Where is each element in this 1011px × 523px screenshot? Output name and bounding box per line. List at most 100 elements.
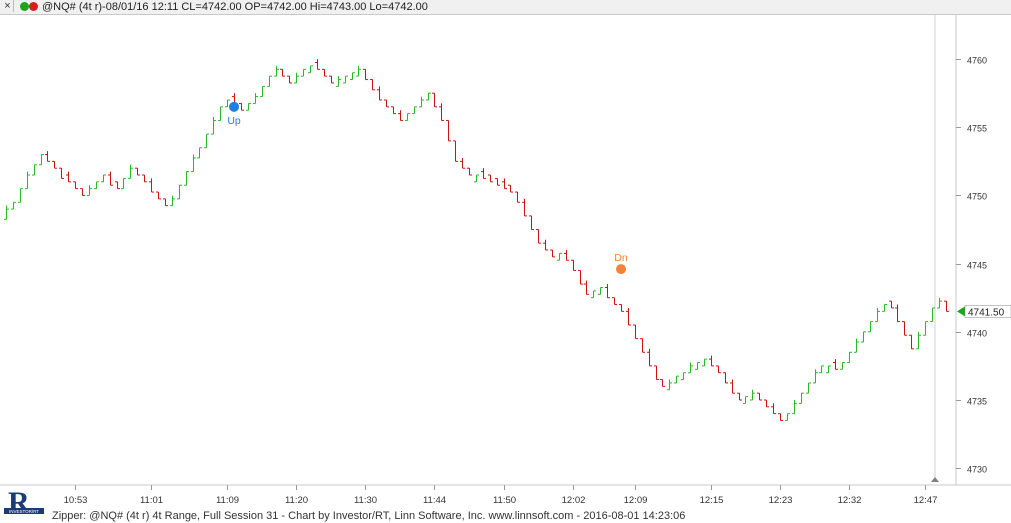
- chart-title-bar: × @NQ# (4t r)-08/01/16 12:11 CL=4742.00 …: [0, 0, 1011, 15]
- price-axis[interactable]: 4730 4735 4740 4745 4750 4755 4760: [956, 56, 987, 475]
- signal-marker-dn: Dn: [614, 252, 628, 275]
- price-bar: [52, 160, 57, 169]
- green-status-dot-icon[interactable]: [20, 2, 29, 11]
- price-bar: [377, 86, 382, 101]
- last-price-arrow-icon: [957, 306, 965, 317]
- price-bar: [426, 92, 431, 101]
- price-bar: [322, 68, 327, 77]
- price-bar: [329, 75, 334, 84]
- price-bar: [87, 185, 92, 196]
- price-bar: [923, 321, 928, 336]
- time-tick-label: 11:01: [140, 495, 163, 506]
- price-bar: [253, 93, 258, 104]
- price-bar: [184, 171, 189, 186]
- price-bar: [260, 85, 265, 98]
- price-bar: [826, 365, 831, 374]
- price-bar: [108, 171, 113, 186]
- close-icon[interactable]: ×: [2, 0, 14, 12]
- price-bar: [287, 75, 292, 84]
- price-bar: [197, 147, 202, 159]
- price-bar: [301, 68, 306, 77]
- price-bar: [605, 284, 610, 299]
- price-bar: [446, 119, 451, 142]
- price-bar: [847, 351, 852, 363]
- price-bar: [419, 96, 424, 108]
- price-bar: [384, 99, 389, 108]
- price-tick-label: 4760: [967, 56, 987, 66]
- price-bar: [660, 379, 665, 387]
- price-bar: [640, 338, 645, 353]
- time-tick-label: 11:44: [423, 495, 446, 506]
- price-bar: [39, 154, 44, 166]
- price-bar: [432, 92, 437, 108]
- price-bar: [343, 75, 348, 84]
- price-bar: [370, 79, 375, 91]
- price-bar: [681, 372, 686, 381]
- price-tick-label: 4750: [967, 192, 987, 202]
- price-bar: [218, 106, 223, 121]
- price-bar: [149, 178, 154, 193]
- price-bar: [778, 413, 783, 421]
- current-bar-marker-icon: [931, 477, 939, 482]
- price-bar: [467, 167, 472, 176]
- last-price-label: 4741.50: [968, 307, 1005, 318]
- time-tick-label: 12:47: [914, 495, 938, 506]
- price-bar: [481, 168, 486, 179]
- price-bar: [750, 389, 755, 401]
- price-bar: [4, 205, 9, 220]
- time-tick-label: 11:50: [493, 495, 516, 506]
- price-bar: [806, 382, 811, 394]
- price-bar: [771, 403, 776, 415]
- signal-label: Dn: [614, 252, 628, 264]
- last-price-marker: 4741.50: [957, 305, 1011, 318]
- price-bar: [557, 252, 562, 261]
- price-bar: [875, 307, 880, 323]
- price-bar: [398, 110, 403, 121]
- price-bar: [743, 396, 748, 404]
- price-bar: [101, 174, 106, 183]
- price-bar: [716, 365, 721, 374]
- price-bar: [412, 106, 417, 115]
- price-bar: [584, 280, 589, 295]
- price-bar: [308, 65, 313, 74]
- price-bar: [191, 154, 196, 173]
- price-bar: [163, 198, 168, 207]
- price-bar: [336, 76, 341, 87]
- price-bar: [667, 379, 672, 391]
- price-tick-label: 4735: [967, 397, 987, 407]
- price-bar: [460, 157, 465, 169]
- price-bar: [654, 365, 659, 381]
- price-bar: [391, 106, 396, 115]
- price-bar: [598, 287, 603, 295]
- price-bar: [799, 392, 804, 404]
- price-bar: [612, 297, 617, 306]
- price-bar: [882, 304, 887, 312]
- price-bar: [453, 140, 458, 162]
- bars-layer: [4, 59, 949, 421]
- logo-letter: R: [8, 486, 30, 519]
- price-bar: [11, 201, 16, 210]
- price-bar: [889, 300, 894, 309]
- red-status-dot-icon[interactable]: [29, 2, 38, 11]
- price-bar: [225, 99, 230, 108]
- price-bar: [267, 75, 272, 87]
- time-axis[interactable]: 10:53 11:01 11:09 11:20 11:30 11:44 11:50 12:02…: [64, 485, 938, 506]
- price-bar: [522, 198, 527, 217]
- price-bar: [94, 181, 99, 190]
- last-price-box: [964, 305, 1011, 318]
- signal-label: Up: [227, 115, 241, 127]
- price-bar: [488, 174, 493, 183]
- price-bar: [59, 167, 64, 179]
- price-bar: [142, 174, 147, 183]
- time-tick-label: 12:02: [562, 495, 586, 506]
- price-bar: [819, 365, 824, 374]
- signal-dot-icon: [616, 264, 627, 275]
- time-tick-label: 11:20: [285, 495, 308, 506]
- price-bar: [626, 307, 631, 326]
- price-bar: [495, 177, 500, 186]
- price-bar: [73, 181, 78, 190]
- price-bar: [515, 191, 520, 203]
- time-tick-label: 12:32: [838, 495, 862, 506]
- signal-marker-up: Up: [227, 101, 241, 127]
